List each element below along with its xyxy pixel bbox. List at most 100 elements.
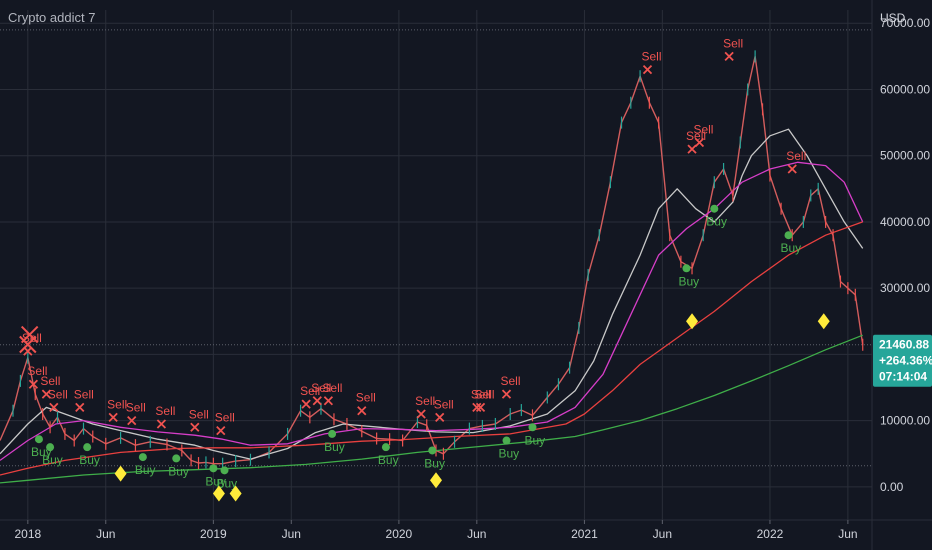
sell-signal: Sell bbox=[642, 50, 662, 75]
buy-dot-icon bbox=[83, 443, 92, 452]
currency-label: USD bbox=[880, 11, 906, 25]
sell-label: Sell bbox=[311, 381, 331, 395]
y-tick-label: 70000.00 bbox=[880, 16, 930, 30]
price-tag-price: 21460.88 bbox=[879, 338, 929, 352]
sell-signal: Sell bbox=[322, 381, 342, 406]
sell-signal: Sell bbox=[215, 411, 235, 436]
buy-label: Buy bbox=[378, 453, 399, 467]
sell-x-icon bbox=[127, 416, 137, 426]
sell-label: Sell bbox=[215, 411, 235, 425]
y-tick-label: 60000.00 bbox=[880, 82, 930, 96]
price-tag-change: +264.36% bbox=[879, 354, 932, 368]
sell-label: Sell bbox=[642, 50, 662, 64]
x-tick-label: Jun bbox=[838, 527, 857, 541]
sell-x-icon bbox=[301, 399, 311, 409]
buy-dot-icon bbox=[328, 429, 337, 438]
buy-dot-icon bbox=[528, 423, 537, 432]
sell-x-icon bbox=[216, 425, 226, 436]
sell-signal: Sell bbox=[300, 384, 320, 409]
series-ma_white bbox=[0, 128, 864, 460]
sell-signal: Sell bbox=[22, 331, 42, 356]
sell-x-icon bbox=[28, 379, 39, 389]
sell-signal: Sell bbox=[501, 374, 521, 399]
sell-label: Sell bbox=[693, 122, 713, 136]
sell-x-icon bbox=[642, 64, 653, 75]
price-tag-countdown: 07:14:04 bbox=[879, 370, 927, 384]
buy-label: Buy bbox=[706, 215, 727, 229]
sell-x-icon bbox=[501, 389, 512, 399]
series-price bbox=[0, 55, 864, 465]
sell-label: Sell bbox=[126, 401, 146, 415]
buy-dot-icon bbox=[34, 435, 43, 444]
sell-signal: Sell bbox=[686, 129, 706, 154]
buy-dot-icon bbox=[428, 446, 437, 455]
sell-label: Sell bbox=[300, 384, 320, 398]
x-tick-label: Jun bbox=[467, 527, 486, 541]
buy-label: Buy bbox=[324, 440, 345, 454]
buy-dot-icon bbox=[138, 453, 147, 462]
sell-x-icon bbox=[416, 409, 426, 419]
diamond-marker-icon bbox=[212, 485, 225, 502]
sell-x-icon bbox=[312, 396, 322, 406]
buy-signal: Buy bbox=[79, 443, 100, 467]
sell-signal: Sell bbox=[74, 387, 94, 413]
x-tick-label: Jun bbox=[653, 527, 672, 541]
y-tick-label: 30000.00 bbox=[880, 281, 930, 295]
sell-signal: Sell bbox=[723, 36, 743, 61]
buy-signal: Buy bbox=[324, 429, 345, 454]
buy-signal: Buy bbox=[524, 423, 545, 447]
buy-dot-icon bbox=[710, 204, 719, 213]
x-tick-label: Jun bbox=[96, 527, 115, 541]
chart-title: Crypto addict 7 bbox=[8, 10, 96, 25]
sell-label: Sell bbox=[434, 397, 454, 411]
buy-label: Buy bbox=[79, 453, 100, 467]
sell-x-icon bbox=[357, 406, 367, 416]
buy-signal: Buy bbox=[205, 464, 226, 488]
buy-signal: Buy bbox=[216, 466, 237, 490]
sell-signal: Sell bbox=[27, 364, 47, 389]
buy-signal: Buy bbox=[706, 204, 727, 229]
buy-signal: Buy bbox=[135, 453, 156, 477]
sell-label: Sell bbox=[40, 374, 60, 388]
buy-signal: Buy bbox=[42, 443, 63, 467]
sell-signal: Sell bbox=[475, 387, 495, 413]
buy-dot-icon bbox=[381, 443, 390, 452]
sell-x-icon bbox=[75, 402, 85, 413]
buy-dot-icon bbox=[220, 466, 229, 475]
buy-signal: Buy bbox=[424, 446, 445, 470]
x-tick-label: Jun bbox=[282, 527, 301, 541]
sell-x-icon bbox=[190, 422, 200, 432]
buy-signal: Buy bbox=[678, 264, 699, 288]
sell-label: Sell bbox=[48, 387, 68, 401]
series-ma_magenta bbox=[0, 161, 864, 461]
sell-x-icon bbox=[475, 402, 486, 413]
buy-label: Buy bbox=[781, 241, 802, 255]
sell-signal: Sell bbox=[434, 397, 454, 422]
sell-signal: Sell bbox=[415, 394, 435, 419]
diamond-marker-icon bbox=[817, 313, 830, 330]
sell-x-icon bbox=[724, 51, 734, 61]
y-tick-label: 0.00 bbox=[880, 480, 904, 494]
buy-dot-icon bbox=[172, 454, 181, 463]
sell-label: Sell bbox=[107, 397, 127, 411]
sell-signal: Sell bbox=[471, 387, 491, 413]
buy-label: Buy bbox=[42, 453, 63, 467]
sell-label: Sell bbox=[322, 381, 342, 395]
sell-x-icon bbox=[323, 396, 334, 406]
buy-signal: Buy bbox=[378, 443, 399, 467]
x-tick-label: 2020 bbox=[386, 527, 413, 541]
sell-x-icon bbox=[472, 402, 482, 413]
sell-signal: Sell bbox=[356, 391, 376, 416]
buy-dot-icon bbox=[502, 436, 511, 445]
x-tick-label: 2019 bbox=[200, 527, 227, 541]
sell-label: Sell bbox=[356, 391, 376, 405]
buy-label: Buy bbox=[205, 474, 226, 488]
series-ma_green bbox=[0, 334, 863, 484]
sell-signal: Sell bbox=[155, 404, 175, 429]
sell-signal: Sell bbox=[107, 397, 127, 422]
sell-x-icon bbox=[687, 144, 697, 154]
sell-label: Sell bbox=[415, 394, 435, 408]
sell-label: Sell bbox=[686, 129, 706, 143]
